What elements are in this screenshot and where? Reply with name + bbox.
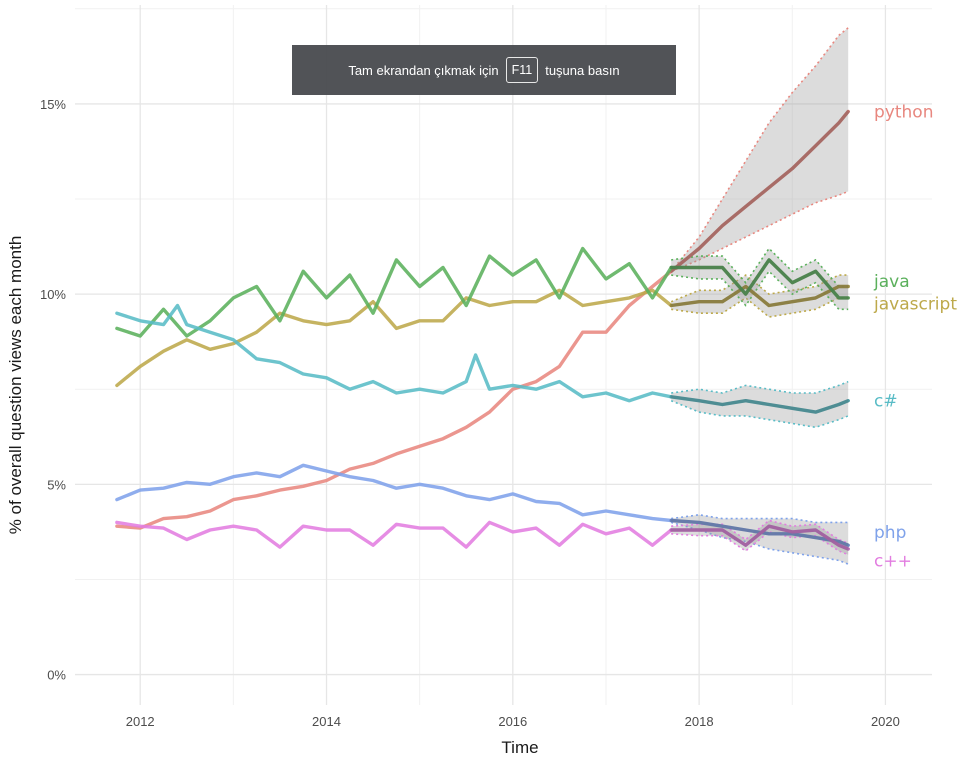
x-tick-label: 2012 <box>126 714 155 729</box>
series-label-java: java <box>873 272 910 292</box>
y-tick-label: 5% <box>47 477 66 492</box>
confidence-bands <box>670 27 849 565</box>
band-upper-php <box>671 513 849 524</box>
series-line-java <box>115 246 673 338</box>
y-tick-label: 0% <box>47 668 66 683</box>
forecast-line-c-plus-plus <box>669 524 850 551</box>
band-lower-php <box>670 521 849 565</box>
forecast-shade-python <box>670 110 850 273</box>
band-lower-c-plus-plus <box>671 531 849 556</box>
series-lines <box>115 109 850 551</box>
axis-ticks: 2012 2014 2016 2018 2020 0% 5% 10% 15% <box>40 97 900 729</box>
forecast-shade-c-sharp <box>670 395 849 414</box>
series-labels: python javascript java c# php c++ <box>873 103 957 572</box>
y-tick-label: 15% <box>40 97 66 112</box>
series-label-c-sharp: c# <box>874 392 898 412</box>
band-java <box>671 248 849 310</box>
series-label-python: python <box>874 103 933 123</box>
x-tick-label: 2018 <box>685 714 714 729</box>
x-tick-label: 2014 <box>312 714 341 729</box>
band-upper-c-sharp <box>671 380 849 394</box>
band-lower-javascript <box>671 296 849 318</box>
band-lower-c-sharp <box>670 399 849 429</box>
notice-text-before: Tam ekrandan çıkmak için <box>348 62 499 78</box>
notice-text-after: tuşuna basın <box>545 62 620 78</box>
forecast-line-python <box>669 109 850 273</box>
grid-layer <box>75 5 932 705</box>
series-line-python <box>115 269 673 530</box>
y-axis-title: % of overall question views each month <box>6 236 25 535</box>
series-label-php: php <box>874 523 906 543</box>
band-php <box>671 514 849 565</box>
forecast-shade-java <box>671 258 849 300</box>
series-line-c-plus-plus <box>115 520 673 549</box>
forecast-shade-c-plus-plus <box>671 524 849 551</box>
band-lower-java <box>671 270 849 311</box>
band-lower-python <box>670 190 849 273</box>
series-line-php <box>115 463 673 523</box>
y-tick-label: 10% <box>40 287 66 302</box>
f11-key-badge: F11 <box>505 57 539 83</box>
band-upper-javascript <box>670 274 849 303</box>
series-line-javascript <box>115 288 673 388</box>
fullscreen-exit-notice: Tam ekrandan çıkmak için F11 tuşuna bası… <box>292 45 676 95</box>
x-axis-title: Time <box>501 738 538 757</box>
forecast-line-c-sharp <box>669 395 850 414</box>
forecast-line-java <box>669 258 850 300</box>
x-tick-label: 2020 <box>871 714 900 729</box>
band-upper-java <box>671 247 849 288</box>
x-tick-label: 2016 <box>498 714 527 729</box>
series-line-c-sharp <box>115 303 673 403</box>
band-python <box>671 27 849 272</box>
series-label-javascript: javascript <box>873 295 957 315</box>
series-label-c-plus-plus: c++ <box>874 551 912 571</box>
